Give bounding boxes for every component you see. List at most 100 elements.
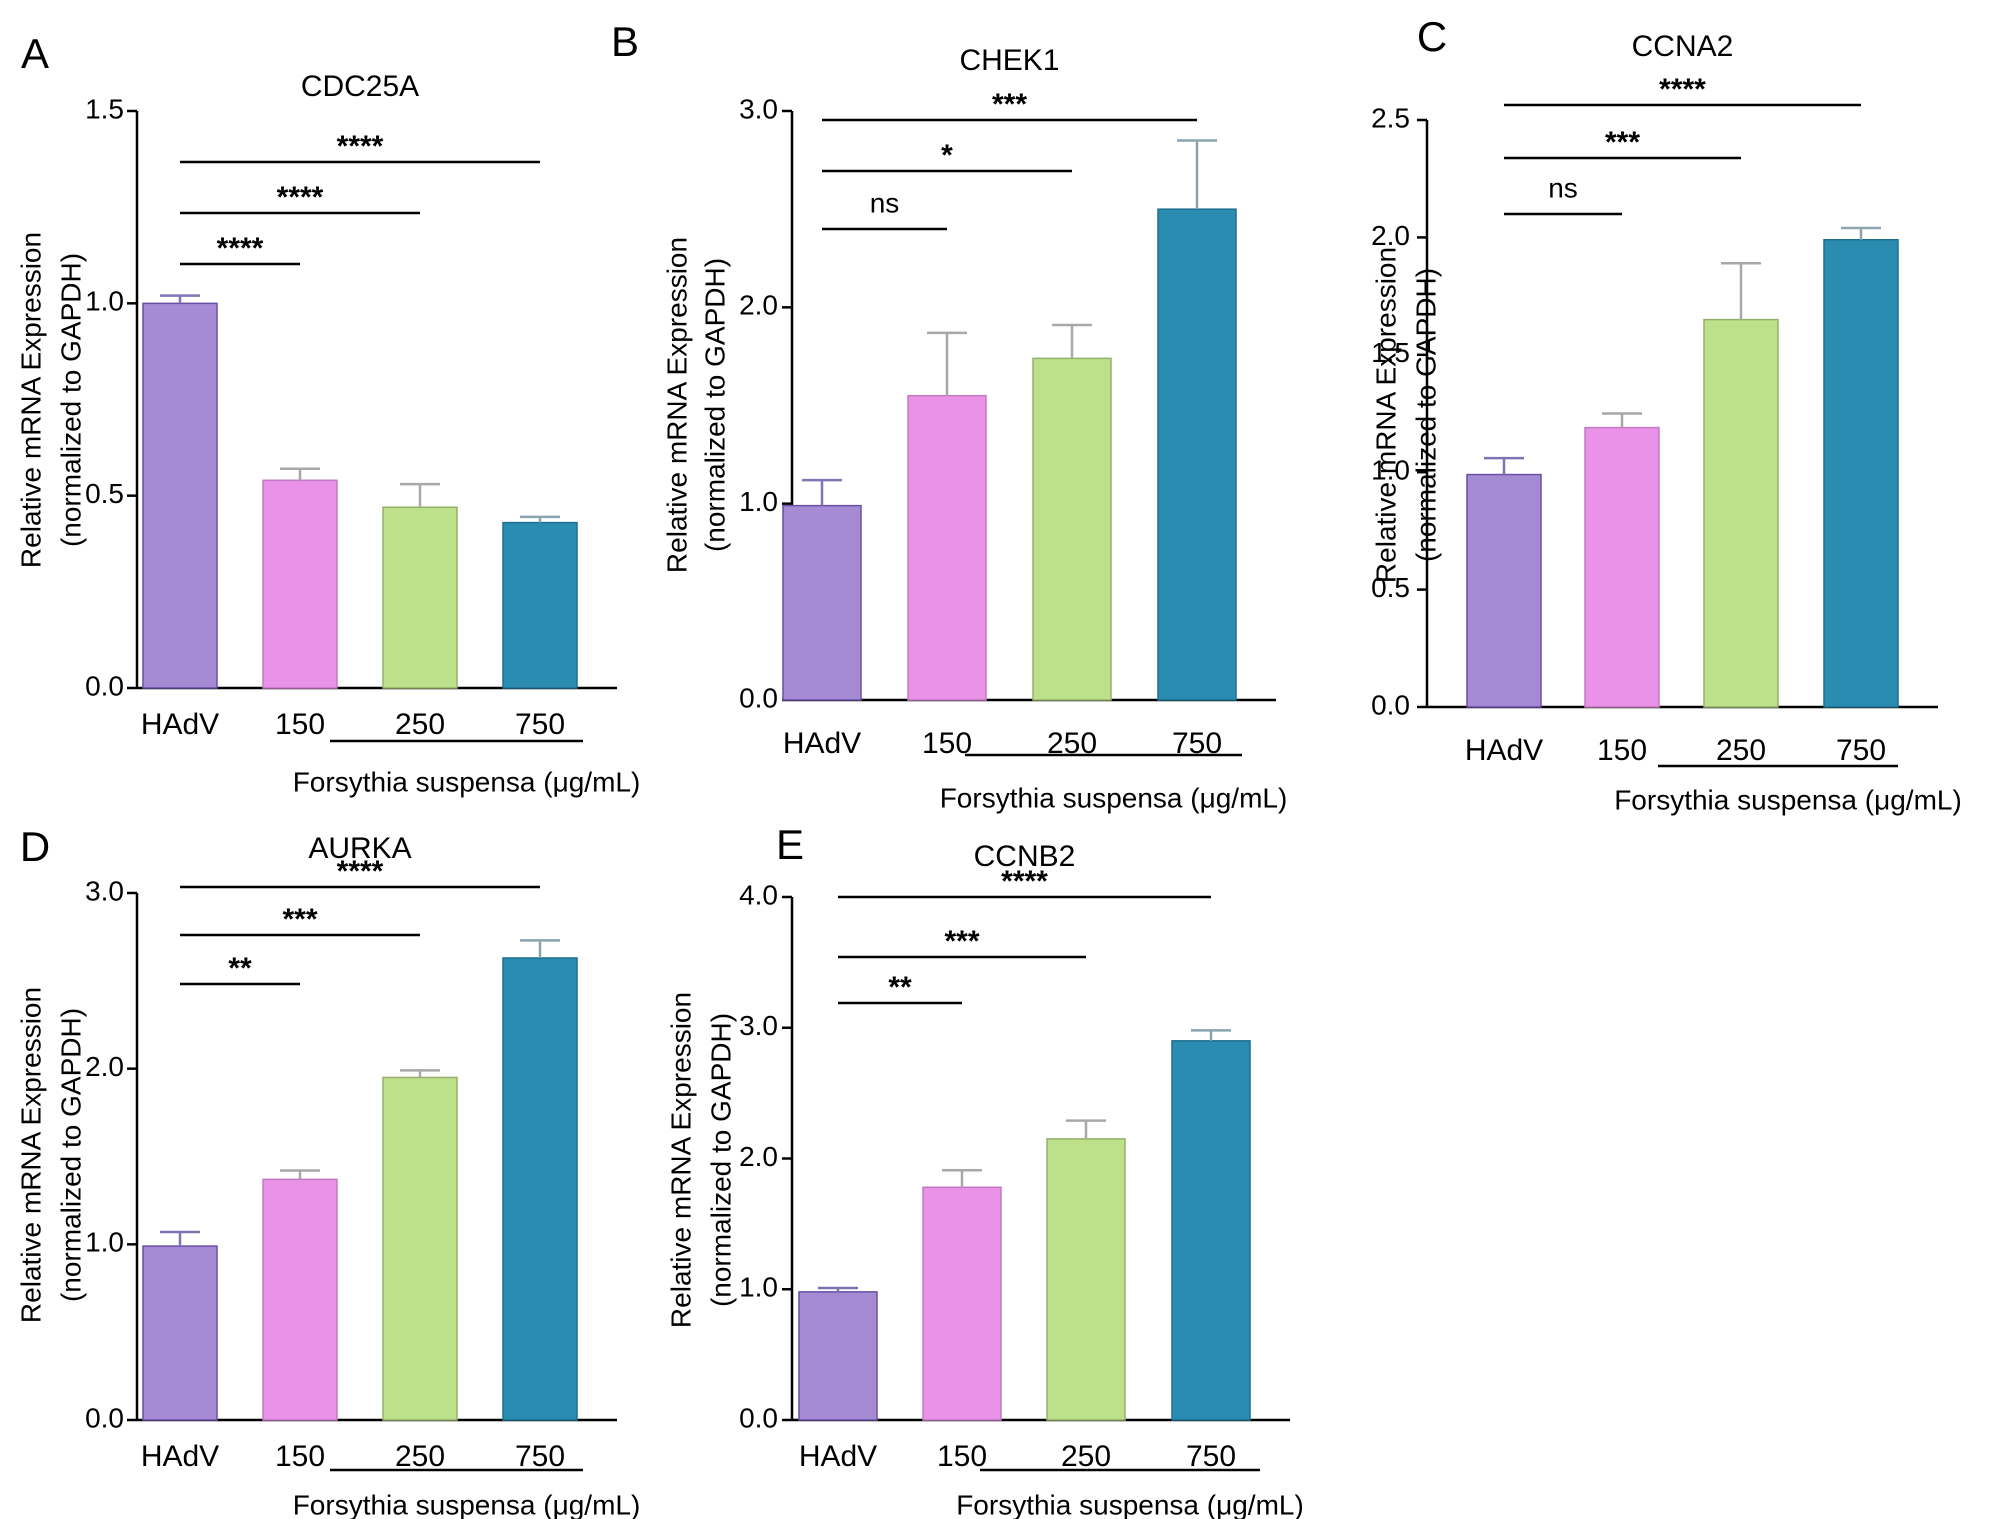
x-tick-label: 150	[922, 727, 972, 760]
chart-title: AURKA	[308, 832, 411, 865]
x-tick-label: 150	[275, 1440, 325, 1473]
significance-label: ****	[1001, 865, 1048, 898]
chart-title: CDC25A	[301, 70, 419, 103]
bar-750	[1823, 238, 1899, 708]
panel-e: E CCNB2 0.0 1.0 2.0 3.0 4.0 Relative mRNA Expre…	[665, 821, 1303, 1519]
significance-label: ***	[282, 903, 317, 936]
chart-title: CCNB2	[974, 840, 1076, 873]
bar-150	[907, 394, 987, 701]
y-axis-label-sub: (normalized to GAPDH)	[705, 1013, 736, 1307]
x-tick-label: 750	[515, 1440, 565, 1473]
x-tick-label: 150	[1597, 734, 1647, 767]
y-tick-label: 3.0	[739, 93, 778, 124]
significance-label: ****	[217, 232, 264, 265]
panel-letter: E	[776, 821, 804, 868]
y-axis-label: Relative mRNA Expression	[665, 992, 696, 1328]
x-tick-label: 250	[1716, 734, 1766, 767]
bar-250	[1703, 318, 1779, 708]
y-tick-label: 0.0	[1371, 689, 1410, 720]
x-tick-label: HAdV	[799, 1440, 877, 1473]
y-tick-label: 4.0	[739, 879, 778, 910]
bar-750	[502, 521, 578, 689]
panel-letter: D	[20, 823, 50, 870]
y-axis-label-sub: (normalized to GAPDH)	[55, 253, 86, 547]
bar-150	[262, 1178, 338, 1421]
significance-label: ****	[337, 130, 384, 163]
x-tick-label: 250	[395, 708, 445, 741]
y-tick-label: 0.5	[1371, 572, 1410, 603]
y-tick-label: 2.0	[739, 1141, 778, 1172]
y-tick-label: 2.5	[1371, 102, 1410, 133]
x-tick-label: 750	[515, 708, 565, 741]
panel-letter: B	[611, 18, 639, 65]
bar-hadv	[798, 1291, 878, 1421]
bar-250	[1032, 357, 1112, 701]
chart-title: CHEK1	[959, 44, 1059, 77]
bar-hadv	[1466, 473, 1542, 708]
x-tick-label: HAdV	[141, 708, 219, 741]
y-axis-label-sub: (normalized to GAPDH)	[1410, 268, 1441, 562]
y-axis-label: Relative mRNA Expression	[661, 237, 692, 573]
y-tick-label: 1.0	[85, 286, 124, 317]
y-tick-label: 2.0	[85, 1051, 124, 1082]
panel-d: D AURKA 0.0 1.0 2.0 3.0 Relative mRNA Expressi…	[15, 823, 640, 1519]
y-tick-label: 0.0	[739, 1402, 778, 1433]
bar-250	[382, 1076, 458, 1421]
significance-label: ***	[1605, 126, 1640, 159]
significance-label: ns	[870, 187, 900, 218]
significance-label: ****	[277, 181, 324, 214]
y-tick-label: 2.0	[739, 290, 778, 321]
y-tick-label: 3.0	[739, 1010, 778, 1041]
y-tick-label: 1.5	[1371, 337, 1410, 368]
y-axis-label: Relative mRNA Expression	[15, 232, 46, 568]
x-tick-label: 250	[395, 1440, 445, 1473]
y-tick-label: 1.5	[85, 93, 124, 124]
y-axis-label-sub: (normalized to GAPDH)	[699, 258, 730, 552]
x-tick-label: 750	[1186, 1440, 1236, 1473]
significance-label: **	[228, 952, 252, 985]
bar-150	[1584, 426, 1660, 708]
bar-250	[382, 506, 458, 689]
y-tick-label: 2.0	[1371, 220, 1410, 251]
y-tick-label: 0.5	[85, 478, 124, 509]
panel-letter: A	[21, 30, 49, 77]
panel-letter: C	[1417, 13, 1447, 60]
bar-750	[1171, 1040, 1251, 1421]
bar-hadv	[782, 504, 862, 701]
x-group-label: Forsythia suspensa (μg/mL)	[293, 766, 641, 797]
y-tick-label: 1.0	[1371, 455, 1410, 486]
y-tick-label: 0.0	[85, 670, 124, 701]
significance-label: ***	[992, 88, 1027, 121]
bar-150	[922, 1186, 1002, 1421]
x-tick-label: 250	[1061, 1440, 1111, 1473]
x-group-label: Forsythia suspensa (μg/mL)	[293, 1489, 641, 1519]
bar-hadv	[142, 1245, 218, 1421]
chart-title: CCNA2	[1632, 30, 1734, 63]
significance-label: ***	[944, 925, 979, 958]
bar-150	[262, 479, 338, 689]
significance-label: ****	[1659, 73, 1706, 106]
y-tick-label: 1.0	[85, 1227, 124, 1258]
x-tick-label: HAdV	[1465, 734, 1543, 767]
x-group-label: Forsythia suspensa (μg/mL)	[956, 1489, 1304, 1519]
x-group-label: Forsythia suspensa (μg/mL)	[940, 782, 1288, 813]
y-tick-label: 0.0	[85, 1402, 124, 1433]
bar-250	[1046, 1138, 1126, 1421]
y-axis-label: Relative mRNA Expression	[15, 987, 46, 1323]
x-tick-label: HAdV	[141, 1440, 219, 1473]
y-axis-label: Relative mRNA Expression	[1370, 247, 1401, 583]
bar-750	[502, 957, 578, 1421]
significance-label: ns	[1548, 172, 1578, 203]
bar-750	[1157, 208, 1237, 701]
x-tick-label: HAdV	[783, 727, 861, 760]
bar-hadv	[142, 302, 218, 689]
y-tick-label: 3.0	[85, 875, 124, 906]
significance-label: ****	[337, 855, 384, 888]
y-tick-label: 0.0	[739, 682, 778, 713]
x-tick-label: 150	[275, 708, 325, 741]
panel-b: B CHEK1 0.0 1.0 2.0 3.0 Relative mRNA Expressi…	[611, 18, 1287, 813]
significance-label: **	[888, 971, 912, 1004]
y-tick-label: 1.0	[739, 486, 778, 517]
y-tick-label: 1.0	[739, 1272, 778, 1303]
